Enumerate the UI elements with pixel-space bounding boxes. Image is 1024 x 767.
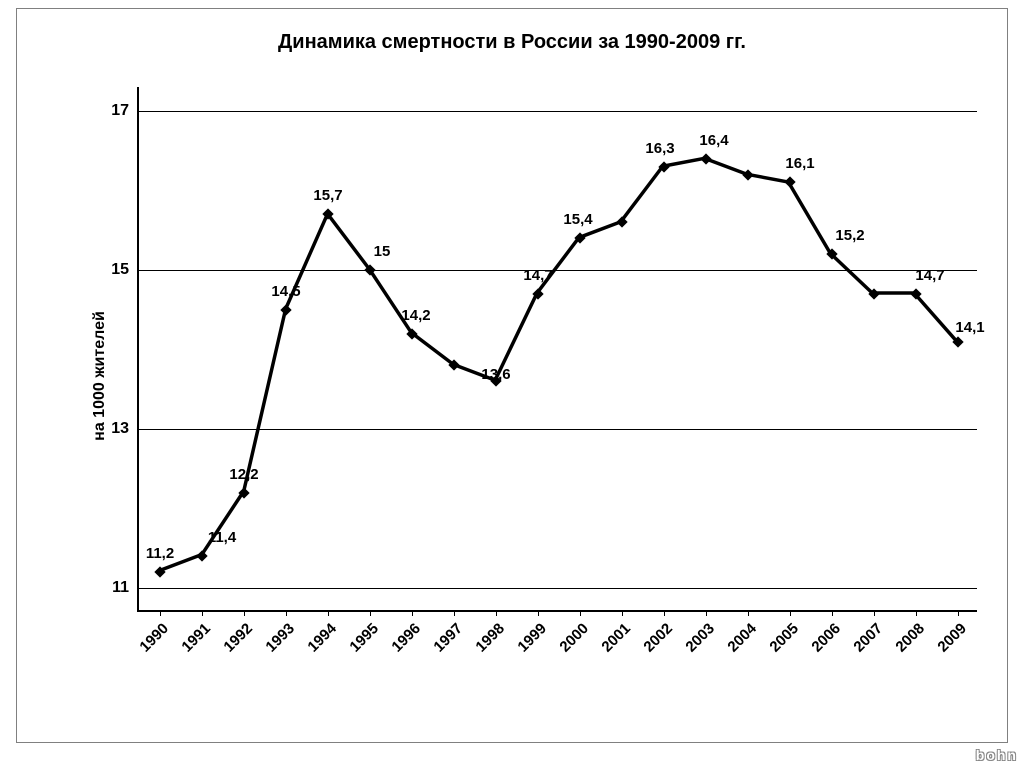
data-point-label: 12,2: [229, 466, 258, 483]
x-tick-label: 2005: [766, 620, 802, 656]
x-tick-mark: [748, 610, 749, 616]
data-point-label: 16,1: [785, 155, 814, 172]
x-tick-label: 1992: [220, 620, 256, 656]
x-tick-label: 2006: [808, 620, 844, 656]
gridline: [139, 270, 977, 271]
watermark: bohn: [976, 747, 1018, 763]
y-tick-label: 11: [112, 579, 129, 597]
y-tick-label: 15: [111, 261, 129, 279]
chart-title: Динамика смертности в России за 1990-200…: [17, 31, 1007, 54]
data-point-label: 14,2: [401, 307, 430, 324]
x-tick-mark: [244, 610, 245, 616]
x-tick-mark: [286, 610, 287, 616]
x-tick-mark: [958, 610, 959, 616]
data-point-label: 11,2: [146, 545, 174, 562]
x-tick-mark: [328, 610, 329, 616]
x-tick-mark: [622, 610, 623, 616]
x-tick-label: 2003: [682, 620, 718, 656]
data-point-label: 16,3: [645, 140, 674, 157]
chart-frame: Динамика смертности в России за 1990-200…: [16, 8, 1008, 743]
data-point-label: 14,7: [915, 267, 944, 284]
x-tick-label: 1999: [514, 620, 550, 656]
data-point-label: 13,6: [481, 366, 510, 383]
x-tick-mark: [580, 610, 581, 616]
x-tick-mark: [790, 610, 791, 616]
data-point-label: 15: [374, 243, 391, 260]
x-tick-label: 2009: [934, 620, 970, 656]
x-tick-mark: [370, 610, 371, 616]
data-point-label: 16,4: [699, 132, 728, 149]
line-series: [139, 87, 977, 610]
data-point-label: 15,2: [835, 227, 864, 244]
data-point-label: 11,4: [208, 529, 236, 546]
y-axis-label: на 1000 жителей: [91, 311, 109, 441]
x-tick-mark: [496, 610, 497, 616]
x-tick-label: 2008: [892, 620, 928, 656]
x-tick-mark: [706, 610, 707, 616]
data-point-label: 14,7: [523, 267, 552, 284]
x-tick-mark: [832, 610, 833, 616]
gridline: [139, 588, 977, 589]
x-tick-label: 1993: [262, 620, 298, 656]
x-tick-label: 2001: [598, 620, 634, 656]
gridline: [139, 429, 977, 430]
y-tick-label: 13: [111, 420, 129, 438]
x-tick-mark: [454, 610, 455, 616]
data-point-label: 15,7: [313, 187, 342, 204]
x-tick-mark: [916, 610, 917, 616]
x-tick-label: 1991: [178, 620, 214, 656]
x-tick-label: 1990: [136, 620, 172, 656]
data-point-label: 15,4: [563, 211, 592, 228]
x-tick-mark: [160, 610, 161, 616]
x-tick-label: 1997: [430, 620, 466, 656]
gridline: [139, 111, 977, 112]
x-tick-label: 2002: [640, 620, 676, 656]
x-tick-mark: [412, 610, 413, 616]
x-tick-label: 1998: [472, 620, 508, 656]
x-tick-mark: [202, 610, 203, 616]
x-tick-label: 1996: [388, 620, 424, 656]
data-point-label: 14,5: [271, 283, 300, 300]
plot-area: 1113151719901991199219931994199519961997…: [137, 87, 977, 612]
y-tick-label: 17: [111, 102, 129, 120]
data-point-label: 14,1: [955, 319, 984, 336]
x-tick-label: 1995: [346, 620, 382, 656]
x-tick-label: 2000: [556, 620, 592, 656]
x-tick-label: 2007: [850, 620, 886, 656]
x-tick-label: 1994: [304, 620, 340, 656]
x-tick-mark: [664, 610, 665, 616]
x-tick-mark: [538, 610, 539, 616]
x-tick-mark: [874, 610, 875, 616]
x-tick-label: 2004: [724, 620, 760, 656]
